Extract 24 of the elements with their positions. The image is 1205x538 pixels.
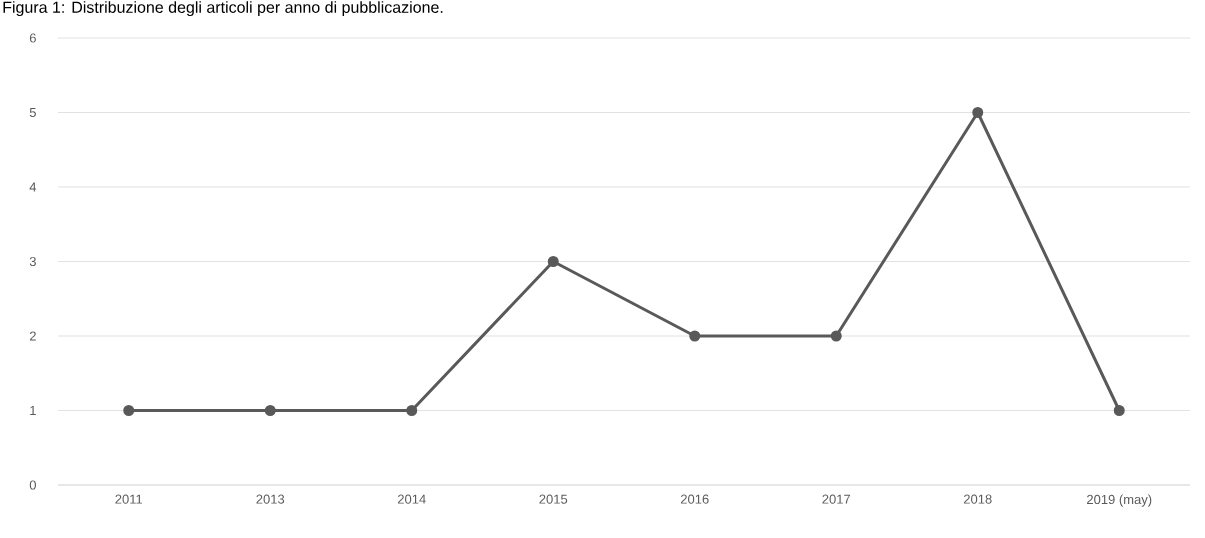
y-tick-label: 4: [29, 182, 37, 192]
point: [972, 107, 984, 118]
point: [830, 330, 842, 342]
point: [264, 405, 276, 416]
y-tick-label: 6: [29, 33, 36, 43]
x-tick-label: 2018: [963, 494, 992, 504]
chart-title: Figura 1: Distribuzione degli articoli per anno di pubblicazione.: [3, 1, 443, 17]
x-tick-label: 2015: [539, 494, 568, 504]
point: [689, 330, 701, 342]
y-tick-label: 2: [29, 331, 36, 341]
x-tick-label: 2016: [680, 494, 709, 504]
y-tick-label: 1: [30, 406, 36, 415]
x-tick-label: 2011: [115, 494, 143, 504]
x-tick-label: 2013: [256, 494, 285, 504]
x-tick-label: 2014: [397, 494, 426, 504]
point: [123, 405, 135, 416]
point: [547, 256, 559, 267]
y-tick-label: 5: [29, 107, 36, 118]
y-tick-label: 0: [29, 480, 36, 490]
x-tick-label: 2019 (may): [1087, 494, 1152, 507]
x-tick-label: 2017: [822, 494, 851, 504]
y-tick-label: 3: [29, 256, 36, 267]
point: [406, 405, 418, 416]
point: [1113, 405, 1125, 416]
